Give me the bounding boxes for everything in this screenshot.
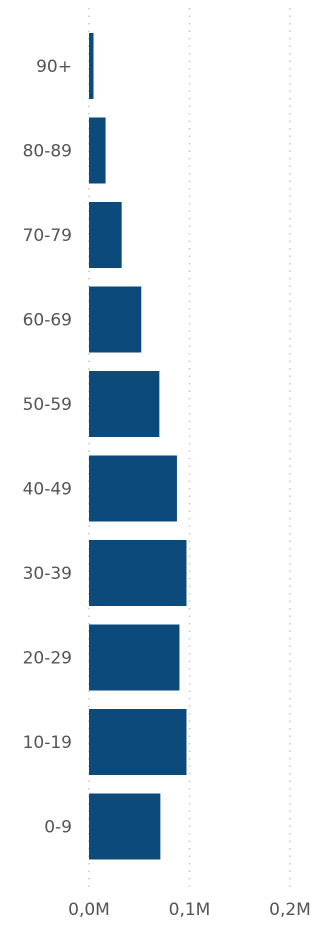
- category-label-20-29: 20-29: [23, 649, 72, 669]
- x-tick-label-1: 0,1M: [169, 900, 211, 920]
- category-label-0-9: 0-9: [44, 818, 72, 838]
- category-label-10-19: 10-19: [23, 733, 72, 753]
- category-label-80-89: 80-89: [23, 142, 72, 162]
- category-label-70-79: 70-79: [23, 226, 72, 246]
- x-tick-label-0: 0,0M: [68, 900, 110, 920]
- bar-40-49: [89, 455, 177, 522]
- x-axis-tick-labels: 0,0M 0,1M 0,2M: [68, 900, 311, 920]
- bar-60-69: [89, 286, 142, 353]
- category-labels: 90+ 80-89 70-79 60-69 50-59 40-49 30-39 20-29 10…: [23, 57, 72, 838]
- bar-30-39: [89, 540, 187, 606]
- bar-20-29: [89, 624, 180, 691]
- bars: [89, 33, 187, 860]
- category-label-90+: 90+: [36, 57, 72, 77]
- bar-90+: [89, 33, 94, 99]
- bar-50-59: [89, 371, 160, 437]
- category-label-50-59: 50-59: [23, 395, 72, 415]
- bar-70-79: [89, 202, 122, 268]
- bar-10-19: [89, 709, 187, 775]
- category-label-30-39: 30-39: [23, 564, 72, 584]
- category-label-60-69: 60-69: [23, 311, 72, 331]
- category-label-40-49: 40-49: [23, 480, 72, 500]
- bar-0-9: [89, 793, 161, 860]
- x-tick-label-2: 0,2M: [269, 900, 311, 920]
- bar-80-89: [89, 117, 106, 184]
